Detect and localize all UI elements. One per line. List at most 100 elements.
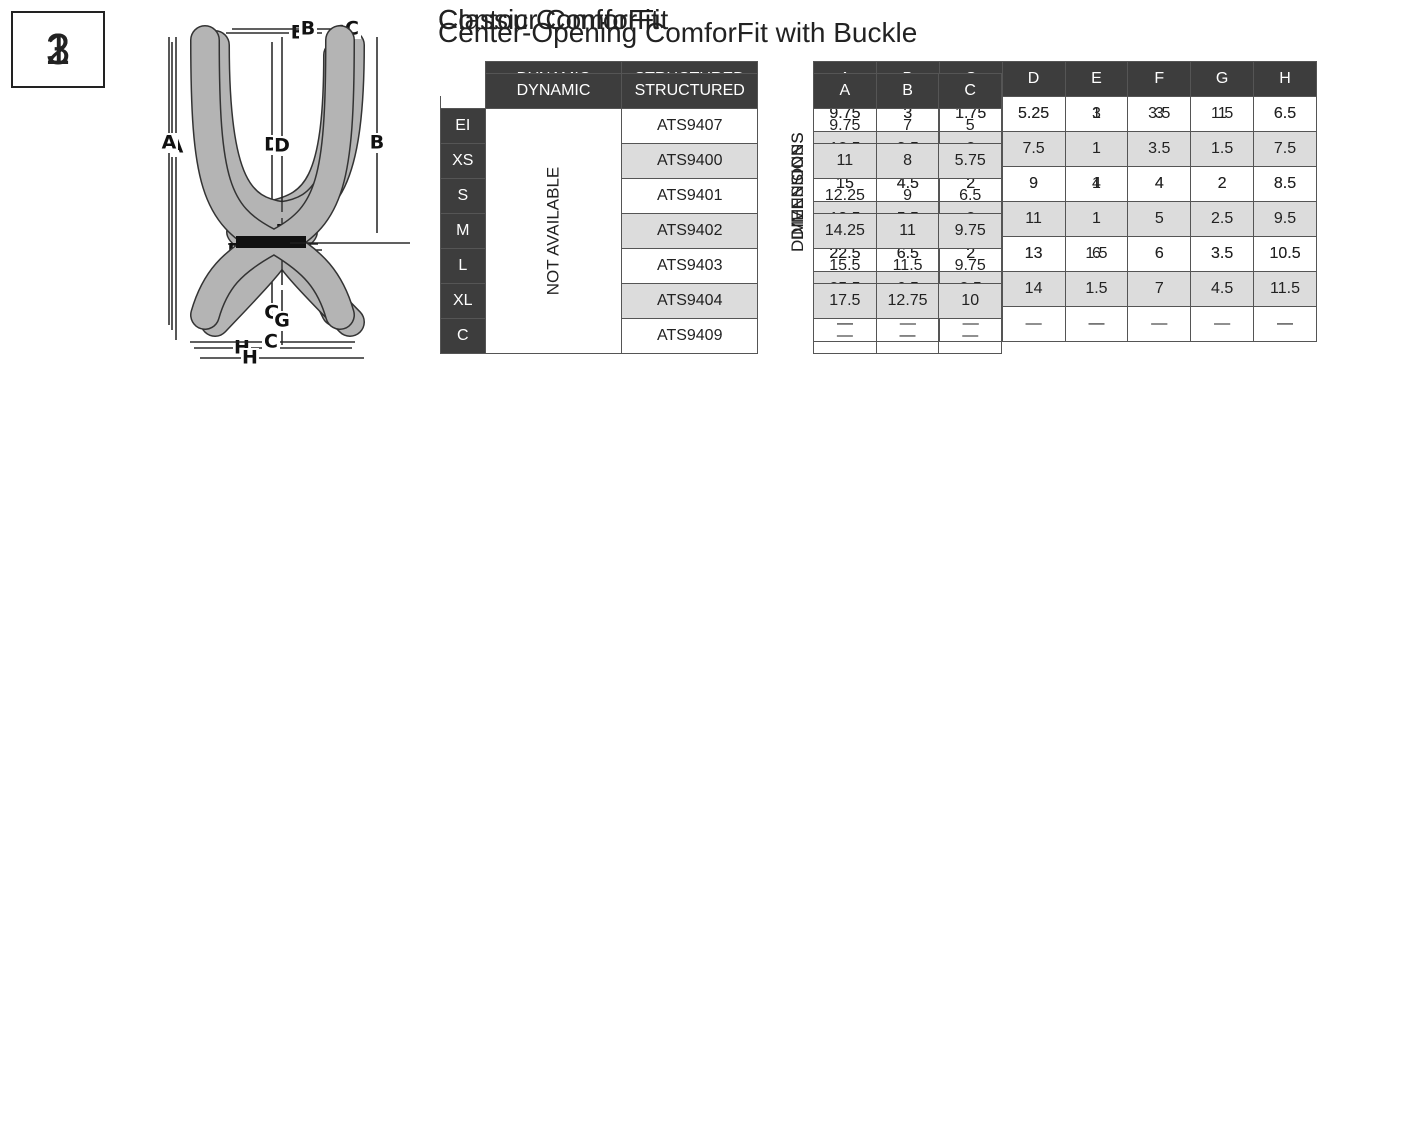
- size-row: XS ATS9400: [440, 143, 758, 179]
- dimension-row: 12.25 9 6.5: [813, 178, 1002, 214]
- dimension-value: 10.5: [1253, 236, 1317, 272]
- dimension-value: 1: [1064, 96, 1129, 132]
- label-bg: [273, 136, 291, 156]
- dimension-value: 4.5: [1190, 271, 1255, 307]
- dimension-value: —: [875, 318, 940, 354]
- dimensions-label: DIMENSIONS: [788, 144, 807, 252]
- dimension-row: 15.5 11.5 9.75: [813, 248, 1002, 284]
- diagram-label: B: [370, 132, 384, 154]
- size-row: XL ATS9404: [440, 283, 758, 319]
- label-bg: [241, 348, 259, 368]
- dimension-value: 7.5: [1001, 131, 1066, 167]
- dimension-header: E: [1064, 61, 1129, 97]
- dimension-value: 4: [1127, 166, 1192, 202]
- dimension-header: G: [1190, 61, 1255, 97]
- not-available-text: NOT AVAILABLE: [543, 166, 563, 296]
- dimension-value: 3.5: [1127, 96, 1192, 132]
- dimension-value: 17.5: [813, 283, 877, 319]
- dimension-value: 5.75: [938, 143, 1002, 179]
- dimension-value: 14: [1001, 271, 1066, 307]
- dimension-value: 13: [1001, 236, 1066, 272]
- section-title: Contour ComforFit: [438, 4, 669, 35]
- size-row: S ATS9401: [440, 178, 758, 214]
- diagram-label: H: [242, 347, 258, 369]
- label-bg: [368, 133, 386, 153]
- dimension-value: 9: [875, 178, 940, 214]
- dimension-value: —: [938, 318, 1002, 354]
- dimension-value: 14.25: [813, 213, 877, 249]
- dimension-value: 12.75: [875, 283, 940, 319]
- strap-shape: [252, 26, 354, 329]
- dimension-value: 9: [1001, 166, 1066, 202]
- corner: [440, 73, 486, 109]
- part-number: ATS9409: [621, 318, 758, 354]
- part-number: ATS9401: [621, 178, 758, 214]
- label-bg: [160, 133, 178, 153]
- dimension-value: 12.25: [813, 178, 877, 214]
- dimension-value: 1.5: [1190, 131, 1255, 167]
- dimension-value: 7: [875, 108, 940, 144]
- dimension-value: 7: [1127, 271, 1192, 307]
- dimension-header: D: [1001, 61, 1066, 97]
- dimension-value: 11: [1001, 201, 1066, 237]
- dimension-value: 15.5: [813, 248, 877, 284]
- dimension-value: 1.5: [1064, 236, 1129, 272]
- dimension-value: —: [1127, 306, 1192, 342]
- dimension-row: 14.25 11 9.75: [813, 213, 1002, 249]
- part-number: ATS9404: [621, 283, 758, 319]
- dimension-value: 1: [1064, 166, 1129, 202]
- label-bg: [262, 332, 280, 352]
- size-label: M: [440, 213, 486, 249]
- size-label: EI: [440, 108, 486, 144]
- dimension-value: 11: [875, 213, 940, 249]
- dimension-value: —: [1001, 306, 1066, 342]
- dimension-row: 11 8 5.75: [813, 143, 1002, 179]
- diagram-label: G: [274, 310, 290, 332]
- dimension-value: 5: [938, 108, 1002, 144]
- dimension-value: 2.5: [1190, 201, 1255, 237]
- section-title: Center-Opening ComforFit with Buckle: [438, 17, 918, 48]
- dimensions-table: A B C 9.75 7 5 11 8 5.75 12.25 9 6.5 14.25 11 9.75 15.5…: [813, 73, 1002, 354]
- section-title: Classic ComforFit: [438, 4, 659, 35]
- size-label: C: [440, 318, 486, 354]
- dimension-value: 7.5: [1253, 131, 1317, 167]
- diagram-label: C: [264, 331, 278, 353]
- dimension-value: 5: [1127, 201, 1192, 237]
- dimension-value: 5.25: [1001, 96, 1066, 132]
- dimension-value: 11.5: [875, 248, 940, 284]
- label-bg: [299, 19, 317, 39]
- dimension-header: H: [1253, 61, 1317, 97]
- dimension-value: 6: [1127, 236, 1192, 272]
- strap-shape: [191, 26, 297, 329]
- dimension-header: B: [875, 73, 940, 109]
- dimension-value: 9.75: [938, 248, 1002, 284]
- size-label: XL: [440, 283, 486, 319]
- dimension-value: 3.5: [1190, 236, 1255, 272]
- diagram-label: D: [274, 135, 290, 157]
- dimension-value: 8: [875, 143, 940, 179]
- size-label: L: [440, 248, 486, 284]
- part-number: ATS9400: [621, 143, 758, 179]
- size-label: XS: [440, 143, 486, 179]
- dimension-header: C: [938, 73, 1002, 109]
- dimension-row: 17.5 12.75 10: [813, 283, 1002, 319]
- section: 3 Center-Opening ComforFit with Buckle A B C…: [0, 11, 1401, 1147]
- not-available: NOT AVAILABLE: [484, 108, 623, 354]
- diagram: A B C: [160, 25, 410, 353]
- dimension-value: 10: [938, 283, 1002, 319]
- part-number: ATS9403: [621, 248, 758, 284]
- part-number: ATS9407: [621, 108, 758, 144]
- dimension-header: F: [1127, 61, 1192, 97]
- diagram-label: A: [162, 132, 177, 154]
- dimension-value: —: [813, 318, 877, 354]
- buckle: [236, 236, 306, 248]
- dimension-value: 1: [1064, 201, 1129, 237]
- dimension-value: 6.5: [1253, 96, 1317, 132]
- column-header: STRUCTURED: [621, 73, 758, 109]
- dimension-value: 11: [813, 143, 877, 179]
- diagram-label: B: [301, 18, 315, 40]
- dimension-value: 8.5: [1253, 166, 1317, 202]
